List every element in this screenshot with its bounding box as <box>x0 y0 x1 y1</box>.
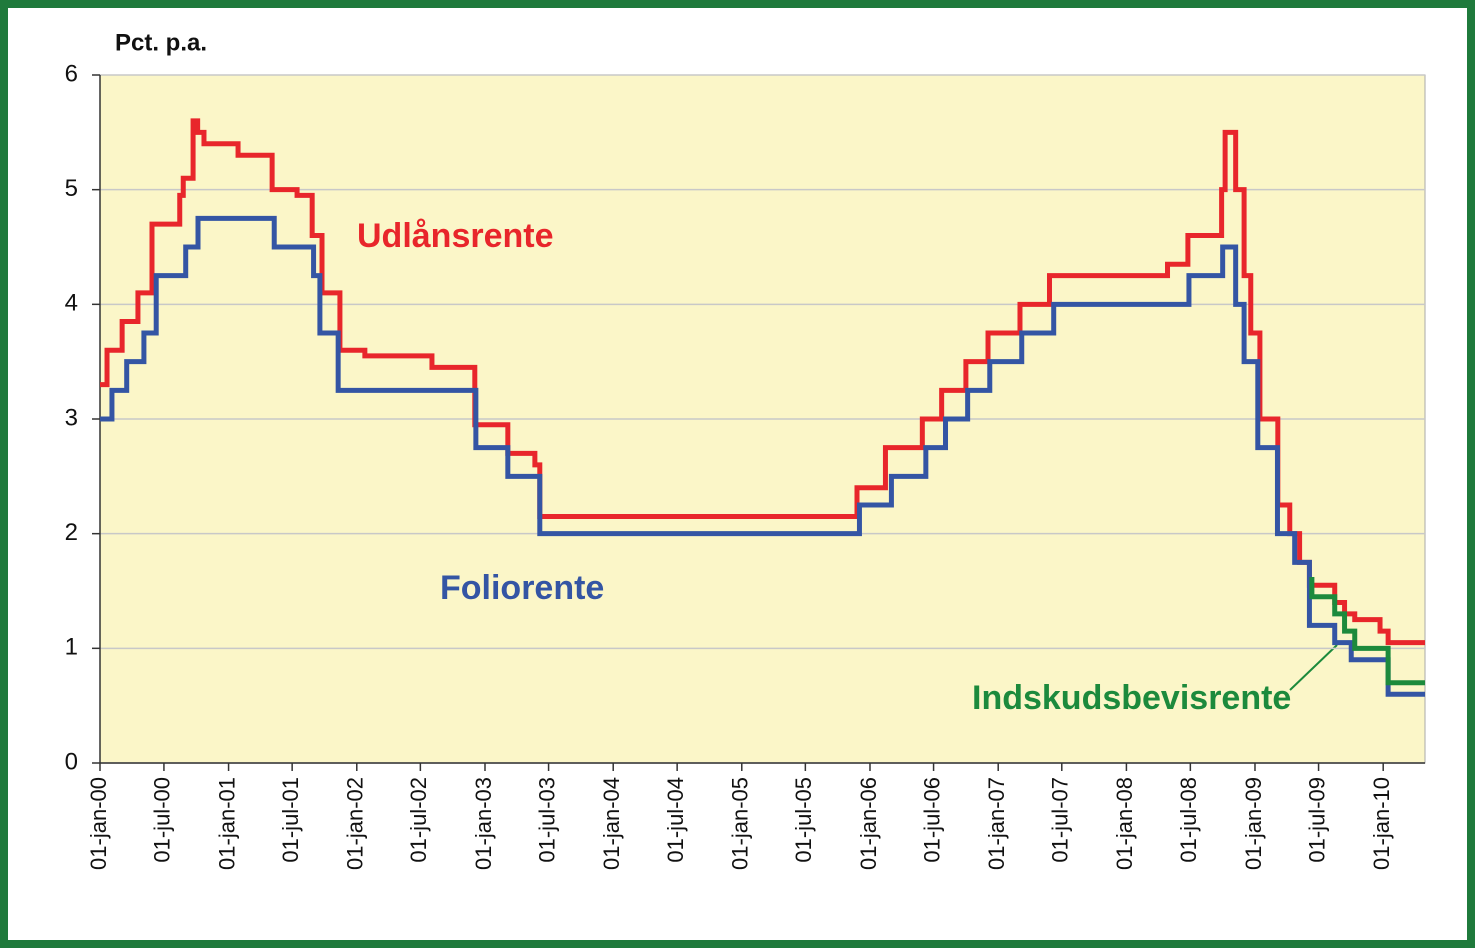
x-tick-label: 01-jul-08 <box>1176 777 1201 863</box>
y-tick-label: 5 <box>65 175 78 202</box>
y-tick-label: 1 <box>65 634 78 661</box>
leader-line <box>1289 644 1338 691</box>
y-axis-label: Pct. p.a. <box>115 29 207 56</box>
series-label: Indskudsbevisrente <box>972 679 1291 717</box>
y-tick-label: 4 <box>65 290 78 317</box>
x-tick-label: 01-jul-09 <box>1304 777 1329 863</box>
x-tick-label: 01-jan-01 <box>214 777 239 870</box>
step-line <box>100 118 1425 646</box>
x-tick-label: 01-jan-10 <box>1369 777 1394 870</box>
y-tick-label: 3 <box>65 404 78 431</box>
x-tick-label: 01-jan-04 <box>599 777 624 870</box>
series-label: Foliorente <box>440 569 604 607</box>
x-tick-label: 01-jan-07 <box>984 777 1009 870</box>
step-line <box>1309 577 1425 686</box>
x-tick-label: 01-jul-02 <box>406 777 431 863</box>
x-tick-label: 01-jul-03 <box>534 777 559 863</box>
x-tick-label: 01-jan-09 <box>1241 777 1266 870</box>
x-tick-label: 01-jul-04 <box>663 777 688 863</box>
x-tick-label: 01-jul-06 <box>919 777 944 863</box>
series-label: Udlånsrente <box>357 217 554 255</box>
x-tick-label: 01-jan-00 <box>86 777 111 870</box>
step-line <box>100 215 1425 697</box>
y-tick-label: 0 <box>65 748 78 775</box>
x-tick-label: 01-jul-05 <box>791 777 816 863</box>
x-tick-label: 01-jan-05 <box>728 777 753 870</box>
x-tick-label: 01-jul-01 <box>278 777 303 863</box>
x-tick-label: 01-jan-06 <box>856 777 881 870</box>
x-tick-label: 01-jan-08 <box>1112 777 1137 870</box>
x-tick-label: 01-jan-02 <box>343 777 368 870</box>
x-tick-label: 01-jan-03 <box>471 777 496 870</box>
x-tick-label: 01-jul-00 <box>150 777 175 863</box>
y-tick-label: 6 <box>65 60 78 87</box>
x-tick-label: 01-jul-07 <box>1048 777 1073 863</box>
y-tick-label: 2 <box>65 519 78 546</box>
